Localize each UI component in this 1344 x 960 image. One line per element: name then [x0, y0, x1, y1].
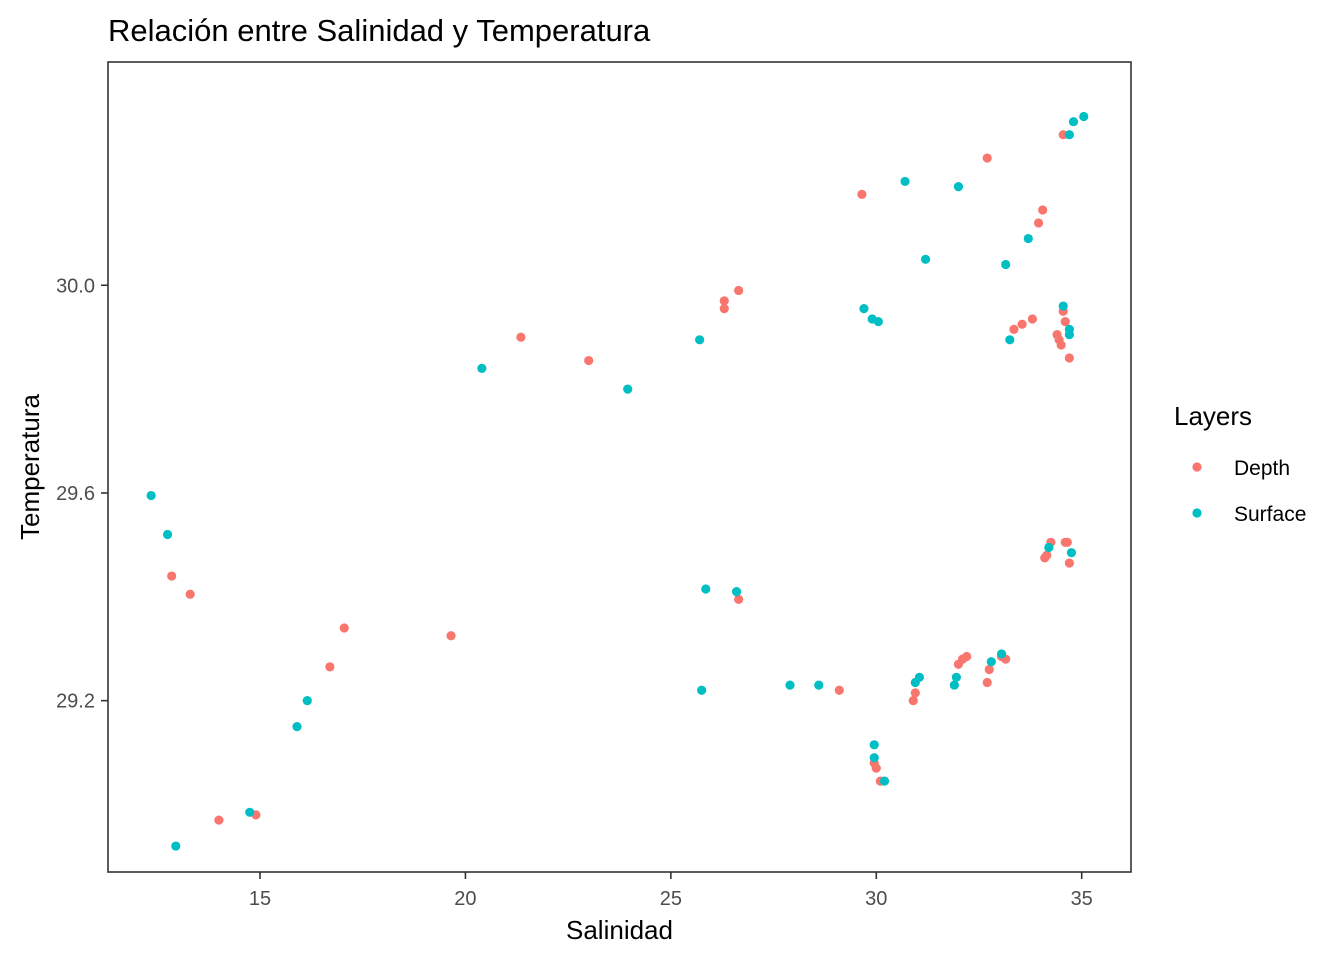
legend: Layers Depth Surface — [1174, 401, 1306, 526]
data-point-depth — [982, 677, 992, 688]
data-point-depth — [871, 763, 881, 773]
y-tick-label: 30.0 — [56, 275, 95, 297]
data-point-depth — [214, 815, 224, 825]
data-point-depth — [857, 189, 867, 200]
data-point-surface — [869, 740, 879, 750]
data-point-depth — [446, 631, 456, 641]
data-point-depth — [834, 685, 844, 695]
x-axis-label: Salinidad — [566, 915, 673, 945]
data-point-surface — [1064, 324, 1074, 335]
y-axis-label: Temperatura — [15, 393, 45, 539]
data-point-depth — [185, 589, 195, 599]
data-point-surface — [900, 176, 910, 187]
data-point-surface — [986, 657, 996, 667]
data-point-surface — [1079, 111, 1089, 122]
data-point-depth — [584, 355, 594, 366]
data-point-surface — [623, 384, 633, 394]
data-point-depth — [908, 696, 918, 706]
legend-title: Layers — [1174, 401, 1252, 431]
data-point-depth — [984, 664, 994, 675]
data-point-surface — [695, 335, 705, 345]
data-point-surface — [879, 776, 890, 786]
data-point-surface — [785, 680, 795, 690]
series-depth — [167, 130, 1074, 825]
data-point-depth — [1064, 558, 1074, 568]
data-point-depth — [325, 662, 335, 672]
data-point-depth — [734, 285, 744, 296]
data-point-surface — [171, 841, 181, 851]
data-point-surface — [701, 584, 711, 594]
data-point-surface — [869, 753, 879, 763]
data-point-surface — [1064, 130, 1074, 140]
legend-label-depth: Depth — [1234, 457, 1290, 480]
data-point-depth — [719, 296, 729, 306]
plot-panel — [107, 61, 1132, 873]
data-point-depth — [1038, 205, 1048, 215]
y-tick-label: 29.2 — [56, 691, 95, 713]
data-point-surface — [1044, 542, 1054, 553]
x-tick-label: 15 — [249, 888, 271, 910]
data-point-depth — [1062, 537, 1072, 547]
y-tick-label: 29.6 — [56, 483, 95, 505]
data-point-surface — [731, 587, 742, 597]
data-point-surface — [162, 529, 173, 540]
data-point-depth — [1033, 218, 1044, 228]
data-point-surface — [914, 672, 925, 682]
data-point-surface — [996, 649, 1007, 659]
data-point-surface — [697, 685, 707, 695]
data-point-surface — [1023, 233, 1033, 244]
series-surface — [146, 111, 1089, 851]
data-point-surface — [814, 680, 824, 690]
data-point-surface — [951, 672, 961, 682]
data-point-surface — [1058, 301, 1068, 311]
data-point-surface — [1005, 335, 1015, 345]
data-point-surface — [1001, 259, 1011, 270]
data-point-depth — [719, 304, 729, 314]
data-point-depth — [1027, 314, 1037, 324]
legend-key-depth — [1192, 462, 1202, 472]
data-point-surface — [859, 304, 869, 314]
data-point-depth — [339, 623, 349, 633]
data-point-surface — [302, 696, 312, 706]
data-point-surface — [1066, 548, 1077, 558]
data-points — [146, 111, 1089, 851]
data-point-depth — [1042, 550, 1052, 560]
data-point-depth — [1056, 340, 1066, 350]
data-point-depth — [167, 571, 177, 581]
x-tick-label: 25 — [660, 888, 682, 910]
data-point-depth — [982, 153, 992, 163]
legend-key-surface — [1192, 508, 1202, 518]
data-point-surface — [477, 363, 487, 373]
data-point-surface — [146, 490, 156, 501]
data-point-depth — [516, 332, 526, 342]
data-point-depth — [1060, 317, 1070, 327]
data-point-surface — [292, 722, 302, 732]
x-tick-label: 30 — [865, 888, 887, 910]
x-tick-label: 20 — [454, 888, 476, 910]
data-point-depth — [734, 594, 744, 605]
x-tick-label: 35 — [1071, 888, 1093, 910]
x-axis: 15 20 25 30 35 — [249, 872, 1093, 910]
data-point-depth — [910, 688, 920, 698]
data-point-surface — [1068, 117, 1079, 127]
data-point-surface — [245, 807, 255, 817]
data-point-surface — [953, 182, 964, 192]
data-point-surface — [949, 680, 959, 690]
data-point-depth — [1009, 324, 1019, 335]
legend-label-surface: Surface — [1234, 503, 1306, 526]
chart-title: Relación entre Salinidad y Temperatura — [108, 13, 651, 48]
data-point-depth — [962, 651, 972, 662]
data-point-surface — [873, 317, 883, 327]
data-point-depth — [1017, 319, 1027, 329]
data-point-depth — [1064, 353, 1074, 363]
y-axis: 29.2 29.6 30.0 — [56, 275, 108, 713]
data-point-surface — [920, 254, 931, 264]
